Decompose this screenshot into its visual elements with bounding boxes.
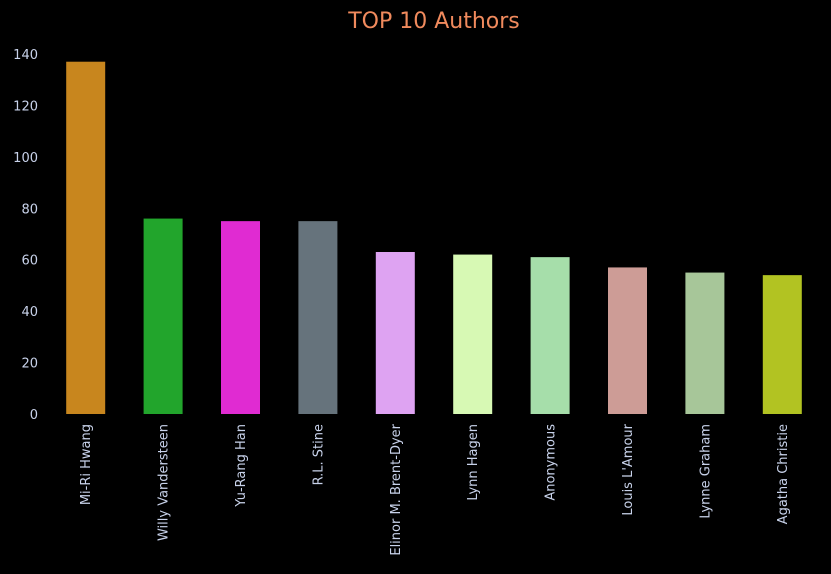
- y-tick-label: 140: [13, 48, 38, 63]
- x-axis-ticks: Mi-Ri Hwang Willy Vandersteen Yu-Rang Han R…: [79, 423, 791, 555]
- y-tick-label: 20: [21, 357, 38, 372]
- x-tick-label: Lynne Graham: [698, 424, 713, 519]
- bar: [530, 257, 570, 414]
- bar: [608, 267, 647, 414]
- bar: [66, 61, 106, 415]
- y-tick-label: 0: [30, 408, 38, 423]
- chart-title: TOP 10 Authors: [347, 9, 520, 34]
- x-tick-label: Agatha Christie: [776, 424, 791, 524]
- x-tick-label: Louis L'Amour: [621, 423, 636, 515]
- y-axis-ticks: 0 20 40 60 80 100 120 140: [13, 48, 38, 423]
- x-tick-label: R.L. Stine: [311, 424, 326, 485]
- bar: [298, 221, 338, 414]
- x-tick-label: Elinor M. Brent-Dyer: [389, 423, 404, 555]
- x-tick-label: Mi-Ri Hwang: [79, 424, 94, 505]
- bar: [221, 221, 260, 414]
- x-tick-label: Lynn Hagen: [466, 424, 481, 501]
- bar: [143, 218, 183, 414]
- y-tick-label: 60: [21, 254, 38, 269]
- y-tick-label: 40: [21, 305, 38, 320]
- bar: [453, 254, 493, 414]
- y-tick-label: 100: [13, 151, 38, 166]
- x-tick-label: Yu-Rang Han: [234, 424, 249, 508]
- bar: [375, 252, 415, 414]
- bars-group: [66, 61, 802, 415]
- y-tick-label: 120: [13, 99, 38, 114]
- bar: [762, 275, 802, 414]
- bar: [685, 272, 725, 414]
- x-tick-label: Anonymous: [544, 424, 559, 501]
- x-tick-label: Willy Vandersteen: [157, 424, 172, 541]
- y-tick-label: 80: [21, 202, 38, 217]
